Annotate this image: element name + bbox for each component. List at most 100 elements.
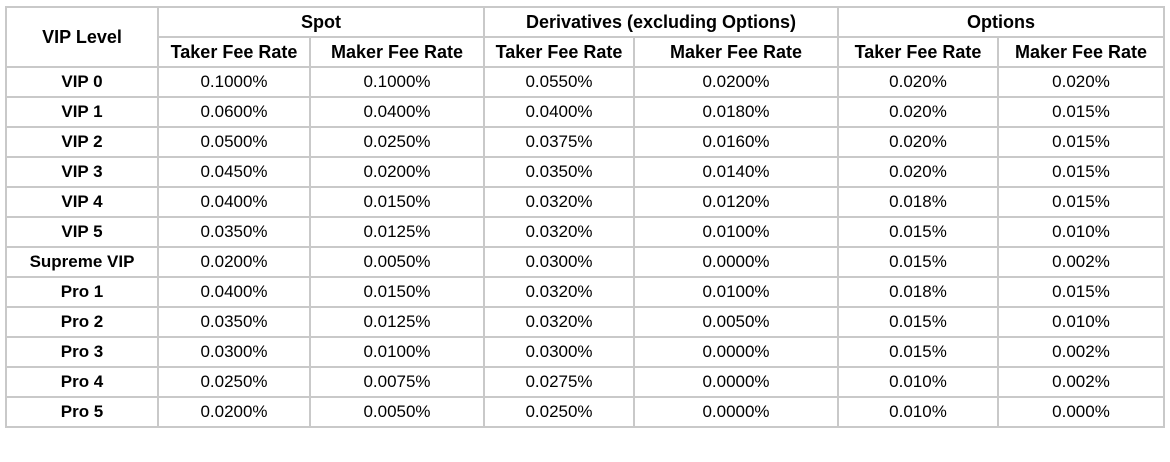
column-header-options-taker: Taker Fee Rate: [837, 36, 999, 68]
derivatives-maker-cell: 0.0140%: [633, 156, 839, 188]
spot-maker-cell: 0.0125%: [309, 306, 485, 338]
fee-rate-table: VIP Level Spot Derivatives (excluding Op…: [5, 6, 1165, 428]
spot-maker-cell: 0.0150%: [309, 186, 485, 218]
options-taker-cell: 0.018%: [837, 276, 999, 308]
spot-taker-cell: 0.0250%: [157, 366, 311, 398]
options-maker-cell: 0.002%: [997, 336, 1165, 368]
column-header-row: Taker Fee Rate Maker Fee Rate Taker Fee …: [6, 36, 1165, 68]
derivatives-taker-cell: 0.0320%: [483, 186, 635, 218]
vip-level-cell: Pro 2: [5, 306, 159, 338]
table-row: VIP 4 0.0400% 0.0150% 0.0320% 0.0120% 0.018% 0…: [5, 186, 1165, 218]
derivatives-maker-cell: 0.0200%: [633, 66, 839, 98]
derivatives-maker-cell: 0.0120%: [633, 186, 839, 218]
column-header-spot-maker: Maker Fee Rate: [309, 36, 485, 68]
derivatives-maker-cell: 0.0000%: [633, 396, 839, 428]
vip-level-cell: Supreme VIP: [5, 246, 159, 278]
vip-level-cell: VIP 5: [5, 216, 159, 248]
derivatives-taker-cell: 0.0550%: [483, 66, 635, 98]
spot-maker-cell: 0.0075%: [309, 366, 485, 398]
options-maker-cell: 0.020%: [997, 66, 1165, 98]
options-taker-cell: 0.010%: [837, 396, 999, 428]
derivatives-maker-cell: 0.0100%: [633, 216, 839, 248]
derivatives-taker-cell: 0.0275%: [483, 366, 635, 398]
vip-level-cell: VIP 2: [5, 126, 159, 158]
table-row: VIP 5 0.0350% 0.0125% 0.0320% 0.0100% 0.015% 0…: [5, 216, 1165, 248]
group-header-spot: Spot: [157, 6, 485, 38]
derivatives-maker-cell: 0.0050%: [633, 306, 839, 338]
derivatives-taker-cell: 0.0400%: [483, 96, 635, 128]
derivatives-maker-cell: 0.0160%: [633, 126, 839, 158]
spot-taker-cell: 0.0350%: [157, 216, 311, 248]
table-row: VIP 0 0.1000% 0.1000% 0.0550% 0.0200% 0.020% 0…: [5, 66, 1165, 98]
options-maker-cell: 0.015%: [997, 186, 1165, 218]
derivatives-taker-cell: 0.0320%: [483, 306, 635, 338]
vip-level-cell: Pro 5: [5, 396, 159, 428]
vip-level-cell: VIP 1: [5, 96, 159, 128]
vip-level-cell: VIP 0: [5, 66, 159, 98]
derivatives-maker-cell: 0.0180%: [633, 96, 839, 128]
spot-maker-cell: 0.0125%: [309, 216, 485, 248]
column-header-spot-taker: Taker Fee Rate: [157, 36, 311, 68]
derivatives-taker-cell: 0.0250%: [483, 396, 635, 428]
group-header-options: Options: [837, 6, 1165, 38]
spot-taker-cell: 0.0500%: [157, 126, 311, 158]
table-row: VIP 2 0.0500% 0.0250% 0.0375% 0.0160% 0.020% 0…: [5, 126, 1165, 158]
options-taker-cell: 0.020%: [837, 66, 999, 98]
options-taker-cell: 0.020%: [837, 126, 999, 158]
derivatives-taker-cell: 0.0300%: [483, 246, 635, 278]
table-row: Pro 1 0.0400% 0.0150% 0.0320% 0.0100% 0.018% 0…: [5, 276, 1165, 308]
derivatives-maker-cell: 0.0100%: [633, 276, 839, 308]
options-maker-cell: 0.015%: [997, 276, 1165, 308]
spot-maker-cell: 0.0200%: [309, 156, 485, 188]
table-row: Pro 3 0.0300% 0.0100% 0.0300% 0.0000% 0.015% 0…: [5, 336, 1165, 368]
derivatives-taker-cell: 0.0350%: [483, 156, 635, 188]
group-header-derivatives: Derivatives (excluding Options): [483, 6, 839, 38]
options-maker-cell: 0.015%: [997, 156, 1165, 188]
spot-taker-cell: 0.0200%: [157, 246, 311, 278]
derivatives-maker-cell: 0.0000%: [633, 366, 839, 398]
spot-taker-cell: 0.0450%: [157, 156, 311, 188]
derivatives-maker-cell: 0.0000%: [633, 336, 839, 368]
spot-maker-cell: 0.0050%: [309, 246, 485, 278]
table-row: VIP 1 0.0600% 0.0400% 0.0400% 0.0180% 0.020% 0…: [5, 96, 1165, 128]
derivatives-taker-cell: 0.0375%: [483, 126, 635, 158]
table-row: VIP 3 0.0450% 0.0200% 0.0350% 0.0140% 0.020% 0…: [5, 156, 1165, 188]
vip-level-header: VIP Level: [5, 6, 159, 68]
options-maker-cell: 0.000%: [997, 396, 1165, 428]
spot-taker-cell: 0.0600%: [157, 96, 311, 128]
options-maker-cell: 0.010%: [997, 306, 1165, 338]
vip-level-cell: Pro 1: [5, 276, 159, 308]
spot-taker-cell: 0.0350%: [157, 306, 311, 338]
options-maker-cell: 0.015%: [997, 96, 1165, 128]
table-row: Pro 5 0.0200% 0.0050% 0.0250% 0.0000% 0.010% 0…: [5, 396, 1165, 428]
spot-taker-cell: 0.0200%: [157, 396, 311, 428]
column-header-derivatives-taker: Taker Fee Rate: [483, 36, 635, 68]
spot-maker-cell: 0.0050%: [309, 396, 485, 428]
table-row: Pro 2 0.0350% 0.0125% 0.0320% 0.0050% 0.015% 0…: [5, 306, 1165, 338]
options-maker-cell: 0.002%: [997, 366, 1165, 398]
vip-level-cell: Pro 3: [5, 336, 159, 368]
options-taker-cell: 0.015%: [837, 246, 999, 278]
derivatives-taker-cell: 0.0320%: [483, 276, 635, 308]
column-header-derivatives-maker: Maker Fee Rate: [633, 36, 839, 68]
derivatives-taker-cell: 0.0320%: [483, 216, 635, 248]
derivatives-taker-cell: 0.0300%: [483, 336, 635, 368]
spot-maker-cell: 0.0400%: [309, 96, 485, 128]
vip-level-cell: VIP 4: [5, 186, 159, 218]
fee-table-body: VIP 0 0.1000% 0.1000% 0.0550% 0.0200% 0.020% 0…: [5, 66, 1165, 428]
options-maker-cell: 0.002%: [997, 246, 1165, 278]
vip-level-cell: Pro 4: [5, 366, 159, 398]
spot-taker-cell: 0.1000%: [157, 66, 311, 98]
column-header-options-maker: Maker Fee Rate: [997, 36, 1165, 68]
options-taker-cell: 0.020%: [837, 156, 999, 188]
options-taker-cell: 0.015%: [837, 216, 999, 248]
options-maker-cell: 0.010%: [997, 216, 1165, 248]
spot-maker-cell: 0.0250%: [309, 126, 485, 158]
fee-table-container: VIP Level Spot Derivatives (excluding Op…: [5, 6, 1165, 428]
table-row: Supreme VIP 0.0200% 0.0050% 0.0300% 0.0000% 0…: [5, 246, 1165, 278]
options-taker-cell: 0.018%: [837, 186, 999, 218]
options-taker-cell: 0.015%: [837, 306, 999, 338]
spot-taker-cell: 0.0300%: [157, 336, 311, 368]
spot-maker-cell: 0.0150%: [309, 276, 485, 308]
spot-taker-cell: 0.0400%: [157, 186, 311, 218]
